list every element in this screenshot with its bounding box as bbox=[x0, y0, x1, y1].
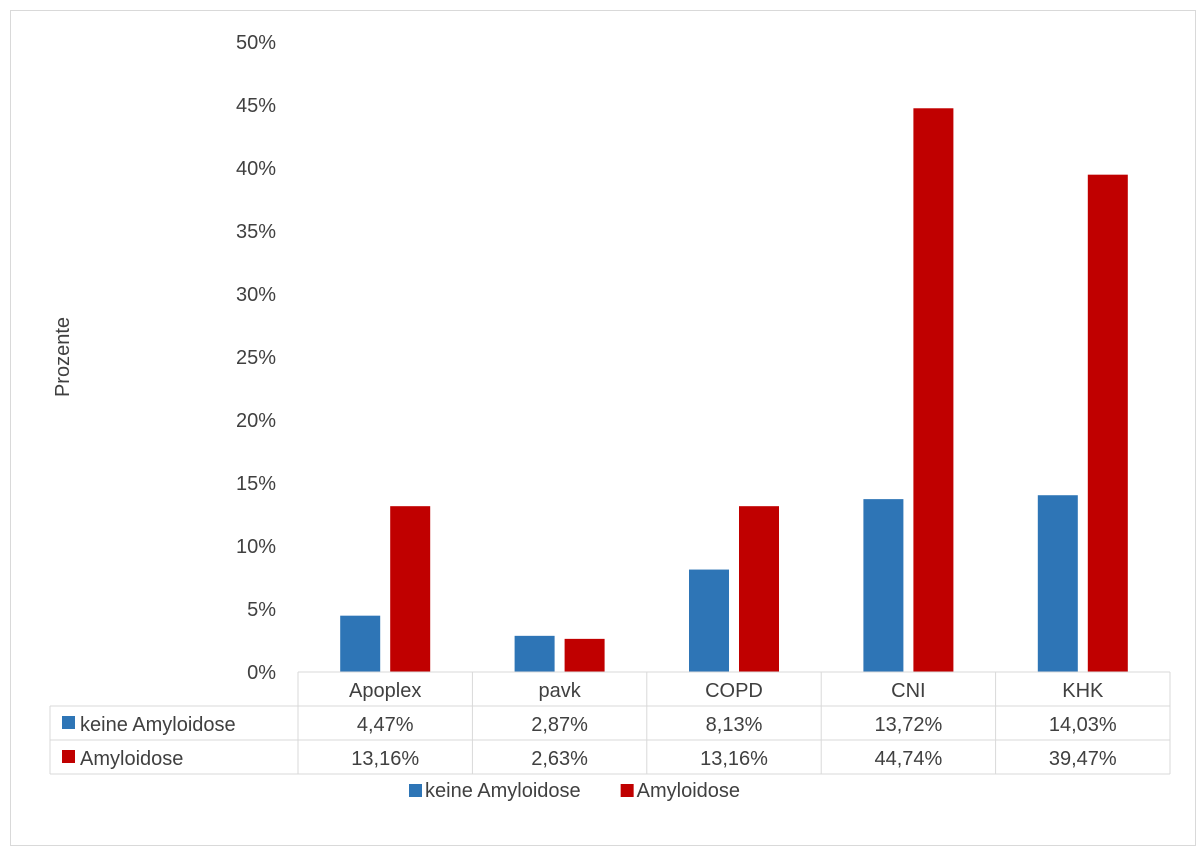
table-value: 8,13% bbox=[706, 714, 763, 736]
y-tick-label: 35% bbox=[236, 221, 276, 243]
legend-label: keine Amyloidose bbox=[425, 780, 581, 802]
table-value: 13,16% bbox=[700, 748, 768, 770]
x-category-label: Apoplex bbox=[349, 680, 421, 702]
x-category-label: pavk bbox=[538, 680, 581, 702]
bar bbox=[863, 499, 904, 672]
bar bbox=[340, 615, 381, 672]
table-value: 39,47% bbox=[1049, 748, 1117, 770]
table-value: 14,03% bbox=[1049, 714, 1117, 736]
table-value: 4,47% bbox=[357, 714, 414, 736]
y-tick-label: 30% bbox=[236, 284, 276, 306]
y-tick-label: 50% bbox=[236, 32, 276, 54]
table-value: 44,74% bbox=[874, 748, 942, 770]
y-axis-ticks: 0% 5% 10% 15% 20% 25% 30% 35% 40% 45% 50% bbox=[236, 32, 276, 684]
bar bbox=[514, 635, 555, 672]
y-axis-label: Prozente bbox=[52, 317, 74, 397]
table-value: 13,16% bbox=[351, 748, 419, 770]
legend-swatch bbox=[620, 784, 634, 797]
y-tick-label: 10% bbox=[236, 536, 276, 558]
bars bbox=[340, 108, 1128, 673]
legend-label: Amyloidose bbox=[637, 780, 740, 802]
table-series-name: Amyloidose bbox=[80, 748, 183, 770]
bar bbox=[390, 506, 431, 672]
y-tick-label: 40% bbox=[236, 158, 276, 180]
legend: keine Amyloidose Amyloidose bbox=[409, 780, 740, 802]
x-category-label: KHK bbox=[1062, 680, 1104, 702]
table-legend-key bbox=[62, 716, 75, 729]
table-series-name: keine Amyloidose bbox=[80, 714, 236, 736]
table-value: 13,72% bbox=[874, 714, 942, 736]
y-tick-label: 25% bbox=[236, 347, 276, 369]
y-tick-label: 45% bbox=[236, 95, 276, 117]
bar bbox=[1087, 174, 1128, 673]
y-tick-label: 5% bbox=[247, 599, 276, 621]
bar bbox=[739, 506, 779, 672]
x-category-label: CNI bbox=[891, 680, 925, 702]
chart-frame bbox=[10, 10, 1196, 846]
x-category-label: COPD bbox=[705, 680, 763, 702]
bar bbox=[1037, 495, 1078, 672]
bar bbox=[564, 638, 605, 672]
y-tick-label: 0% bbox=[247, 662, 276, 684]
table-value: 2,63% bbox=[531, 748, 588, 770]
bar bbox=[689, 569, 729, 672]
legend-swatch bbox=[409, 784, 422, 797]
bar bbox=[913, 108, 954, 672]
data-table: Apoplex pavk COPD CNI KHK keine Amyloidose 4,4… bbox=[49, 671, 1171, 775]
y-tick-label: 20% bbox=[236, 410, 276, 432]
table-legend-key bbox=[62, 750, 75, 763]
y-tick-label: 15% bbox=[236, 473, 276, 495]
table-value: 2,87% bbox=[531, 714, 588, 736]
